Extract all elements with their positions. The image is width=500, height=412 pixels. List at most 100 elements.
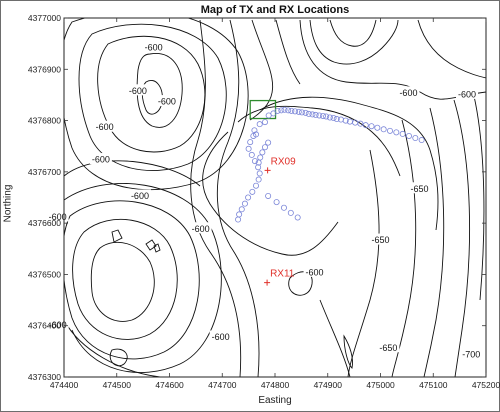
- chart-title: Map of TX and RX Locations: [200, 4, 350, 16]
- rx-point: [248, 151, 255, 158]
- rx-point: [278, 107, 285, 114]
- rx-point: [309, 111, 316, 118]
- contour-label-bg: [209, 330, 232, 342]
- rx-point: [274, 107, 281, 114]
- rx-point: [368, 123, 375, 130]
- rx-point: [256, 121, 263, 128]
- rx-point: [399, 130, 406, 137]
- rx-point: [320, 112, 327, 119]
- y-tick-label: 4376400: [28, 321, 61, 331]
- rx-point: [265, 139, 272, 146]
- rx-point: [418, 137, 425, 144]
- x-axis-label: Easting: [258, 395, 292, 406]
- contour-line: [72, 218, 178, 340]
- contour-line: [237, 105, 401, 177]
- contour-line: [97, 35, 206, 153]
- contour-label: -600: [212, 332, 230, 342]
- y-axis-ticks: 4376300 4376400 4376500 4376600 4376700 43768…: [28, 13, 486, 382]
- rx-point: [288, 107, 295, 114]
- rx-point: [249, 188, 256, 195]
- rx-point: [405, 132, 412, 139]
- contour-label: -600: [131, 191, 149, 201]
- rx-point: [380, 126, 387, 133]
- rx-point: [265, 192, 272, 199]
- contour-line: [145, 239, 157, 251]
- x-tick-label: 474800: [261, 380, 290, 390]
- rx-point: [250, 132, 257, 139]
- contour-label-bg: [369, 233, 392, 245]
- contour-label: -600: [158, 97, 176, 107]
- contour-line: [319, 299, 351, 377]
- contour-labels: -600 -600 -600 -600 -600 -600 -600 -600 -600 -600…: [46, 41, 483, 359]
- contour-line: [64, 319, 161, 377]
- rx-point: [333, 116, 340, 123]
- contour-lines: [64, 18, 486, 377]
- contour-line: [64, 160, 201, 187]
- rx-point: [393, 129, 400, 136]
- contour-label-bg: [93, 120, 116, 132]
- x-tick-label: 475200: [472, 380, 500, 390]
- rx-point: [261, 144, 268, 151]
- contour-label: -600: [129, 86, 147, 96]
- contour-label-bg: [46, 318, 69, 330]
- contour-label: -700: [462, 349, 480, 359]
- rx-point: [285, 107, 292, 114]
- contour-line: [216, 19, 260, 377]
- rx-point: [256, 170, 263, 177]
- rx-points: [235, 106, 425, 223]
- rx-point: [251, 127, 258, 134]
- contour-line: [190, 19, 242, 377]
- contour-line: [90, 241, 155, 322]
- y-tick-label: 4376600: [28, 218, 61, 228]
- rx-point: [352, 119, 359, 126]
- rx-point: [255, 164, 262, 171]
- rx-point: [305, 110, 312, 117]
- contour-label: -600: [306, 267, 324, 277]
- contour-line: [64, 18, 249, 191]
- rx-point: [236, 211, 243, 218]
- contour-line: [391, 119, 417, 377]
- contour-label-bg: [377, 341, 400, 353]
- contour-line: [109, 348, 128, 367]
- contour-label-bg: [155, 95, 178, 107]
- rx-point: [251, 158, 258, 165]
- rx-point: [362, 122, 369, 129]
- contour-line: [249, 19, 274, 121]
- contour-label: -600: [49, 320, 67, 330]
- rx-point: [255, 159, 262, 166]
- rx-point: [257, 154, 264, 161]
- rx-point: [357, 120, 364, 127]
- contour-line: [423, 107, 445, 377]
- y-tick-label: 4376500: [28, 269, 61, 279]
- receiver-marker: [264, 279, 271, 286]
- rx-point: [238, 206, 245, 213]
- rx-point: [280, 204, 287, 211]
- contour-label-bg: [128, 189, 151, 201]
- rx-point: [342, 117, 349, 124]
- y-tick-label: 4376900: [28, 64, 61, 74]
- contour-label: -600: [458, 89, 476, 99]
- contour-label-bg: [397, 86, 420, 98]
- x-tick-label: 474900: [314, 380, 343, 390]
- contour-label: -600: [399, 88, 417, 98]
- rx-point: [326, 114, 333, 121]
- rx-point: [323, 113, 330, 120]
- contour-label-bg: [142, 41, 165, 53]
- rx-point: [316, 112, 323, 119]
- y-tick-label: 4376800: [28, 116, 61, 126]
- contour-label: -600: [192, 224, 210, 234]
- rx-point: [292, 108, 299, 115]
- rx-point: [245, 145, 252, 152]
- contour-line: [343, 334, 353, 369]
- y-tick-label: 4376300: [28, 372, 61, 382]
- rx-point: [302, 109, 309, 116]
- x-tick-label: 475000: [366, 380, 395, 390]
- contour-label: -600: [145, 43, 163, 53]
- rx-point: [255, 176, 262, 183]
- x-tick-label: 474700: [208, 380, 237, 390]
- contour-label-bg: [46, 210, 69, 222]
- rx-point: [245, 194, 252, 201]
- contour-label: -650: [371, 235, 389, 245]
- contour-line: [64, 200, 200, 360]
